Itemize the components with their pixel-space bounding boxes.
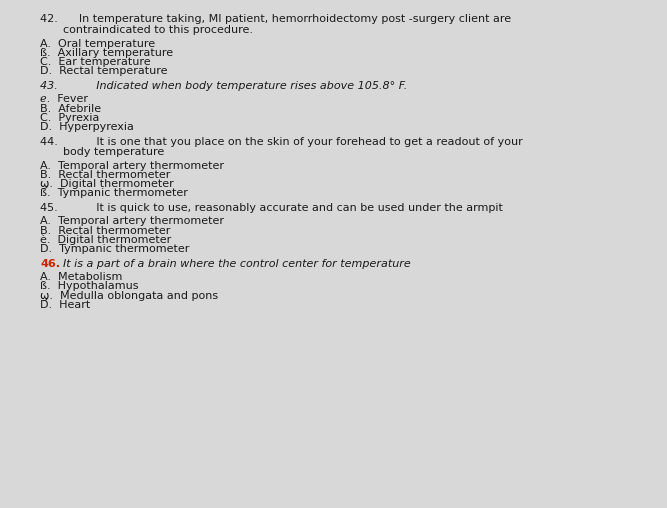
Text: It is a part of a brain where the control center for temperature: It is a part of a brain where the contro… — [63, 259, 411, 269]
Text: 44.           It is one that you place on the skin of your forehead to get a rea: 44. It is one that you place on the skin… — [40, 137, 523, 147]
Text: contraindicated to this procedure.: contraindicated to this procedure. — [63, 25, 253, 36]
Text: 42.      In temperature taking, MI patient, hemorrhoidectomy post -surgery clien: 42. In temperature taking, MI patient, h… — [40, 14, 511, 24]
Text: ß.  Axillary temperature: ß. Axillary temperature — [40, 48, 173, 58]
Text: B.  Afebrile: B. Afebrile — [40, 104, 101, 114]
Text: è.  Digital thermometer: è. Digital thermometer — [40, 235, 171, 245]
Text: 43.           Indicated when body temperature rises above 105.8° F.: 43. Indicated when body temperature rise… — [40, 81, 408, 91]
Text: D.  Rectal temperature: D. Rectal temperature — [40, 66, 167, 76]
Text: ß.  Tympanic thermometer: ß. Tympanic thermometer — [40, 188, 188, 198]
Text: A.  Metabolism: A. Metabolism — [40, 272, 123, 282]
Text: B.  Rectal thermometer: B. Rectal thermometer — [40, 170, 170, 180]
Text: 45.           It is quick to use, reasonably accurate and can be used under the : 45. It is quick to use, reasonably accur… — [40, 203, 503, 213]
Text: A.  Temporal artery thermometer: A. Temporal artery thermometer — [40, 216, 224, 227]
Text: 46.: 46. — [40, 259, 60, 269]
Text: ℯ.  Fever: ℯ. Fever — [40, 94, 88, 105]
Text: ϣ.  Digital thermometer: ϣ. Digital thermometer — [40, 179, 174, 189]
Text: body temperature: body temperature — [63, 147, 165, 157]
Text: ß.  Hypothalamus: ß. Hypothalamus — [40, 281, 139, 292]
Text: A.  Temporal artery thermometer: A. Temporal artery thermometer — [40, 161, 224, 171]
Text: D.  Tympanic thermometer: D. Tympanic thermometer — [40, 244, 189, 254]
Text: ϣ.  Medulla oblongata and pons: ϣ. Medulla oblongata and pons — [40, 291, 218, 301]
Text: A.  Oral temperature: A. Oral temperature — [40, 39, 155, 49]
Text: B.  Rectal thermometer: B. Rectal thermometer — [40, 226, 170, 236]
Text: D.  Heart: D. Heart — [40, 300, 90, 310]
Text: C.  Pyrexia: C. Pyrexia — [40, 113, 99, 123]
Text: D.  Hyperpyrexia: D. Hyperpyrexia — [40, 122, 134, 132]
Text: C.  Ear temperature: C. Ear temperature — [40, 57, 151, 67]
